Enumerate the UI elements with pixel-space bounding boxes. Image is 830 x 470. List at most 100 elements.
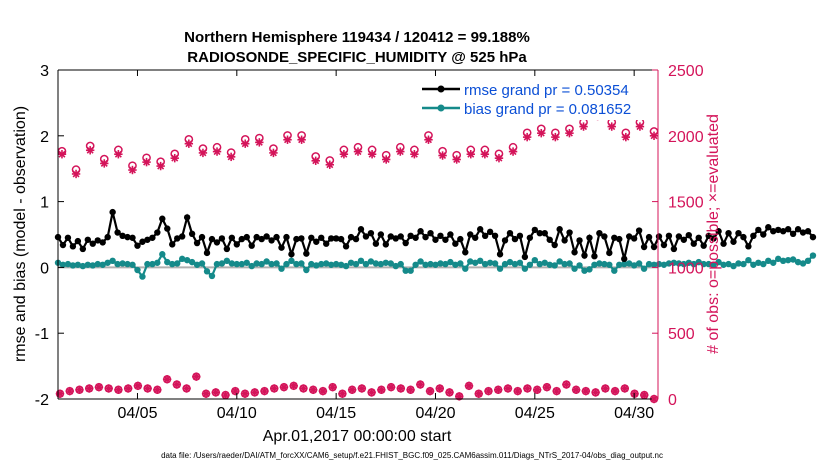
obs-bottom-evaluated-12-d2 bbox=[173, 381, 181, 389]
bias-point-115 bbox=[625, 260, 633, 267]
rmse-point-62 bbox=[362, 233, 370, 240]
obs-evaluated-18-d2 bbox=[312, 157, 320, 165]
bias-point-151 bbox=[804, 257, 812, 265]
rmse-point-88 bbox=[491, 232, 499, 240]
obs-bottom-evaluated-54-d2 bbox=[582, 387, 590, 395]
obs-evaluated-17 bbox=[297, 135, 306, 144]
rmse-point-134 bbox=[720, 240, 727, 247]
rmse-point-95 bbox=[526, 234, 534, 241]
rmse-point-121 bbox=[655, 233, 663, 240]
obs-evaluated-21 bbox=[353, 147, 363, 156]
bias-point-53 bbox=[318, 260, 325, 268]
obs-bottom-evaluated-4 bbox=[94, 382, 104, 392]
rmse-point-47 bbox=[288, 251, 295, 258]
rmse-point-50 bbox=[303, 250, 310, 257]
rmse-point-119 bbox=[645, 233, 653, 241]
obs-evaluated-31 bbox=[494, 153, 504, 163]
bias-point-133 bbox=[715, 258, 722, 266]
bias-point-111 bbox=[606, 261, 613, 268]
bias-point-7 bbox=[89, 262, 96, 269]
rmse-point-56 bbox=[332, 235, 340, 242]
obs-evaluated-13 bbox=[241, 139, 250, 148]
rmse-point-30 bbox=[203, 249, 211, 257]
rmse-point-98 bbox=[541, 229, 548, 237]
obs-bottom-evaluated-20-d2 bbox=[251, 388, 259, 396]
bias-point-105 bbox=[576, 262, 583, 269]
chart-title-line1: Northern Hemisphere 119434 / 120412 = 99… bbox=[184, 29, 530, 46]
rmse-point-110 bbox=[601, 233, 608, 240]
obs-evaluated-15 bbox=[269, 148, 278, 158]
obs-bottom-evaluated-24-d2 bbox=[290, 382, 298, 390]
obs-bottom-evaluated-15-d2 bbox=[202, 390, 210, 398]
bias-point-90 bbox=[501, 260, 509, 268]
rmse-point-92 bbox=[511, 235, 519, 243]
y-left-tick-label-1: 2 bbox=[40, 129, 49, 146]
rmse-point-37 bbox=[238, 235, 245, 243]
bias-point-145 bbox=[774, 255, 782, 263]
bias-point-128 bbox=[690, 260, 697, 268]
rmse-point-149 bbox=[794, 226, 802, 233]
obs-bottom-evaluated-26-d2 bbox=[309, 386, 317, 394]
bias-point-32 bbox=[213, 260, 221, 268]
obs-evaluated-8-d2 bbox=[171, 154, 179, 162]
obs-bottom-evaluated-30 bbox=[347, 385, 357, 394]
rmse-point-15 bbox=[129, 234, 136, 241]
obs-bottom-evaluated-31 bbox=[357, 384, 367, 393]
rmse-point-86 bbox=[481, 232, 489, 240]
bias-point-138 bbox=[740, 260, 747, 268]
bias-point-30 bbox=[203, 268, 211, 275]
bias-point-18 bbox=[144, 260, 151, 268]
obs-evaluated-40 bbox=[621, 132, 631, 142]
bias-point-29 bbox=[198, 260, 206, 267]
obs-evaluated-5 bbox=[128, 165, 137, 175]
rmse-point-26 bbox=[183, 214, 191, 221]
bias-point-55 bbox=[327, 261, 335, 268]
rmse-point-84 bbox=[472, 234, 479, 241]
rmse-point-126 bbox=[680, 236, 688, 243]
obs-bottom-evaluated-44 bbox=[484, 386, 493, 396]
obs-bottom-evaluated-5-d2 bbox=[105, 384, 113, 392]
rmse-point-93 bbox=[516, 232, 524, 240]
rmse-point-116 bbox=[630, 235, 638, 242]
series-layer bbox=[54, 107, 817, 404]
bias-point-76 bbox=[432, 261, 439, 268]
rmse-point-139 bbox=[745, 243, 752, 250]
bias-point-2 bbox=[64, 260, 72, 268]
obs-bottom-evaluated-38-d2 bbox=[426, 387, 434, 395]
rmse-point-57 bbox=[337, 235, 345, 243]
bias-point-14 bbox=[124, 260, 131, 268]
bias-point-35 bbox=[228, 260, 236, 267]
obs-bottom-evaluated-22 bbox=[270, 384, 279, 393]
obs-evaluated-3 bbox=[100, 159, 109, 168]
obs-bottom-evaluated-33 bbox=[377, 385, 386, 394]
bias-point-17 bbox=[139, 273, 146, 280]
obs-evaluated-14 bbox=[255, 138, 264, 147]
rmse-point-1 bbox=[59, 241, 67, 249]
bias-point-146 bbox=[779, 257, 787, 265]
bias-point-34 bbox=[223, 257, 231, 265]
bias-point-139 bbox=[745, 256, 752, 264]
rmse-point-59 bbox=[347, 233, 355, 241]
rmse-point-129 bbox=[695, 234, 702, 241]
y-left-tick-label-4: -1 bbox=[35, 326, 49, 343]
bias-point-60 bbox=[352, 260, 360, 268]
obs-evaluated-19 bbox=[325, 160, 335, 169]
obs-evaluated-33-d2 bbox=[523, 133, 531, 141]
bias-point-49 bbox=[298, 260, 305, 267]
bias-point-21 bbox=[159, 251, 166, 258]
bias-point-37 bbox=[238, 260, 245, 268]
obs-bottom-evaluated-26 bbox=[308, 385, 318, 394]
rmse-point-18 bbox=[144, 236, 151, 243]
bias-point-137 bbox=[735, 260, 742, 267]
rmse-point-148 bbox=[789, 230, 797, 238]
bias-point-113 bbox=[616, 261, 623, 268]
rmse-point-34 bbox=[223, 245, 231, 253]
obs-bottom-evaluated-40-d2 bbox=[446, 388, 454, 396]
obs-bottom-evaluated-13 bbox=[182, 384, 191, 393]
obs-bottom-evaluated-2-d2 bbox=[75, 386, 83, 394]
bias-point-84 bbox=[472, 259, 479, 266]
obs-bottom-evaluated-56-d2 bbox=[601, 384, 609, 392]
bias-point-135 bbox=[725, 260, 732, 268]
y-left-tick-label-3: 0 bbox=[40, 260, 49, 277]
